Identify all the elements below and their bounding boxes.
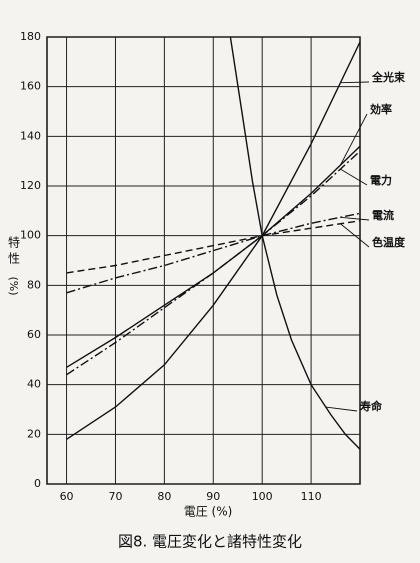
leader-line	[325, 406, 358, 412]
y-tick-label: 120	[20, 179, 41, 192]
series-line	[66, 220, 361, 274]
leader-line	[340, 223, 370, 248]
y-tick-label: 100	[20, 229, 41, 242]
x-tick-label: 110	[301, 490, 322, 503]
leader-line	[340, 81, 370, 84]
x-tick-label: 70	[108, 490, 122, 503]
y-tick-label: 160	[20, 80, 41, 93]
x-tick-label: 100	[252, 490, 273, 503]
series-line	[66, 41, 361, 440]
series-line	[229, 36, 361, 450]
y-tick-label: 40	[27, 378, 41, 391]
x-tick-label: 80	[157, 490, 171, 503]
leader-line	[340, 168, 368, 186]
y-tick-label: 80	[27, 278, 41, 291]
series-label: 電流	[372, 208, 394, 222]
series-line	[66, 212, 361, 294]
y-tick-label: 60	[27, 328, 41, 341]
y-tick-label: 20	[27, 427, 41, 440]
leader-line	[340, 113, 368, 166]
series-label: 色温度	[372, 235, 406, 249]
x-axis-label: 電圧 (%)	[184, 505, 233, 519]
y-tick-label: 0	[34, 477, 41, 490]
x-tick-label: 90	[206, 490, 220, 503]
y-tick-label: 140	[20, 129, 41, 142]
series-label: 効率	[370, 102, 392, 116]
series-label: 寿命	[360, 399, 383, 413]
chart-title: 図8. 電圧変化と諸特性変化	[118, 533, 302, 551]
leader-line	[340, 216, 370, 221]
y-axis-label: 特性	[7, 235, 21, 268]
series-label: 全光束	[371, 70, 406, 84]
plot-frame	[46, 36, 361, 485]
x-tick-label: 60	[60, 490, 74, 503]
series-line	[66, 150, 361, 376]
series-label: 電力	[370, 173, 392, 187]
y-tick-label: 180	[20, 30, 41, 43]
y-axis-unit: (%)	[7, 276, 20, 295]
